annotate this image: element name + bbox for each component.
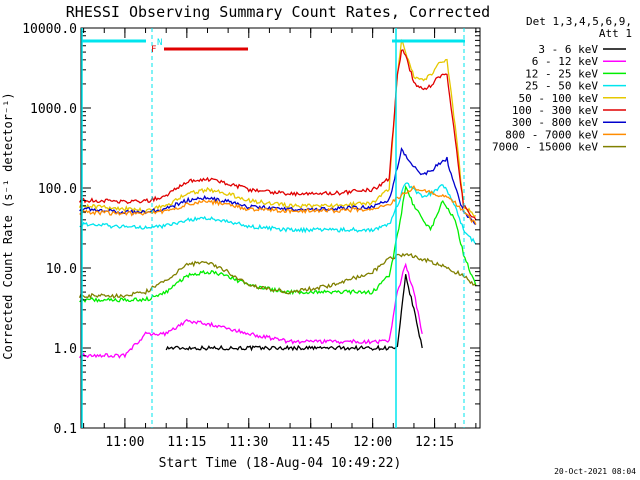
series-line-6-12kev	[78, 262, 423, 359]
x-tick-label: 11:30	[229, 435, 268, 450]
legend-label: 12 - 25 keV	[525, 67, 598, 80]
series-line-3-6kev	[165, 274, 423, 352]
y-tick-label: 0.1	[54, 422, 77, 437]
legend-label: 25 - 50 keV	[525, 80, 598, 93]
legend-label: 7000 - 15000 keV	[492, 141, 598, 154]
x-tick-label: 12:00	[353, 435, 392, 450]
flag-label-n: N	[157, 38, 162, 48]
legend-label: 3 - 6 keV	[538, 43, 598, 56]
legend-label: 300 - 800 keV	[512, 116, 598, 129]
legend-title-line2: Att 1	[599, 27, 632, 40]
legend-label: 100 - 300 keV	[512, 104, 598, 117]
flag-label-f: F	[151, 45, 156, 55]
y-tick-label: 100.0	[38, 182, 77, 197]
x-axis-label: Start Time (18-Aug-04 10:49:22)	[159, 456, 402, 471]
y-tick-label: 1.0	[54, 342, 77, 357]
series-line-50-100kev	[78, 38, 477, 217]
y-tick-label: 1000.0	[30, 102, 77, 117]
x-tick-label: 12:15	[415, 435, 454, 450]
series-line-12-25kev	[79, 184, 477, 303]
chart-title: RHESSI Observing Summary Count Rates, Co…	[66, 3, 490, 21]
y-axis-label: Corrected Count Rate (s⁻¹ detector⁻¹)	[1, 92, 15, 359]
y-tick-label: 10000.0	[22, 22, 77, 37]
footer-timestamp: 20-Oct-2021 08:04	[554, 467, 636, 476]
x-tick-label: 11:45	[291, 435, 330, 450]
series-line-100-300kev	[78, 49, 477, 221]
series-line-25-50kev	[79, 182, 477, 245]
legend-label: 800 - 7000 keV	[505, 128, 598, 141]
series-line-7000-15000kev	[78, 252, 477, 300]
x-tick-label: 11:00	[105, 435, 144, 450]
plot-frame	[80, 27, 481, 429]
series-line-800-7000kev	[79, 185, 477, 225]
x-tick-label: 11:15	[167, 435, 206, 450]
legend-title-line1: Det 1,3,4,5,6,9,	[526, 15, 632, 28]
legend-label: 6 - 12 keV	[532, 55, 599, 68]
y-tick-label: 10.0	[46, 262, 77, 277]
legend-label: 50 - 100 keV	[519, 92, 599, 105]
